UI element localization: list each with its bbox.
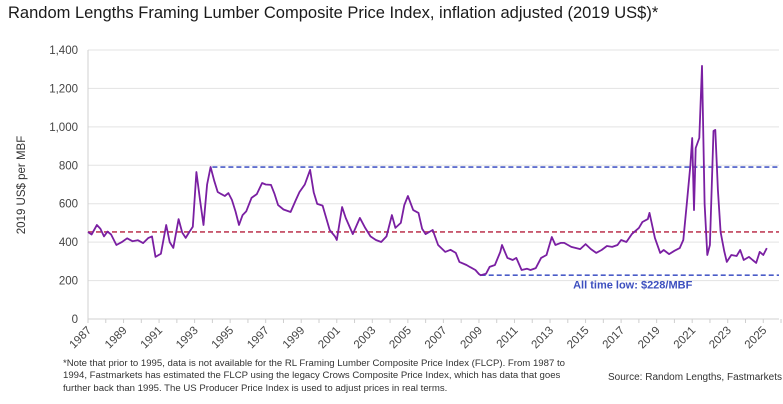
y-tick-label: 600 [59,199,78,211]
x-tick-label: 1987 [68,325,95,352]
y-tick-label: 1,400 [49,45,78,57]
footnote: *Note that prior to 1995, data is not av… [63,358,565,394]
x-tick-label: 1995 [210,325,237,352]
y-tick-label: 1,000 [49,122,78,134]
x-tick-label: 2015 [565,325,592,352]
x-tick-label: 1997 [245,325,272,352]
x-tick-label: 2007 [423,325,450,352]
y-tick-label: 0 [72,314,78,326]
x-tick-label: 2023 [707,325,734,352]
x-tick-label: 2011 [495,325,521,351]
y-tick-label: 400 [59,237,78,249]
all-time-low-annotation: All time low: $228/MBF [573,279,692,291]
gridlines [88,49,779,282]
x-tick-label: 2009 [458,325,485,352]
y-axis-label: 2019 US$ per MBF [16,136,28,234]
x-tick-label: 1999 [281,325,308,352]
x-tick-label: 2017 [601,325,628,352]
axes [87,50,782,323]
source-note: Source: Random Lengths, Fastmarkets [608,372,782,383]
x-tick-label: 2013 [530,325,557,352]
x-tick-label: 2001 [316,325,343,352]
chart-title: Random Lengths Framing Lumber Composite … [8,4,659,22]
x-tick-label: 2019 [636,325,663,352]
x-tick-label: 1989 [103,325,130,352]
x-tick-label: 2003 [352,325,379,352]
x-tick-label: 2005 [387,325,414,352]
series-line [87,65,768,277]
x-tick-label: 1991 [139,325,166,352]
x-tick-label: 2021 [672,325,699,352]
y-tick-label: 800 [59,160,78,172]
x-tick-label: 1993 [174,325,201,352]
y-tick-label: 1,200 [49,83,78,95]
x-tick-label: 2025 [743,325,770,352]
y-tick-label: 200 [59,276,78,288]
reference-lines [88,166,779,276]
series-layer [87,65,768,277]
